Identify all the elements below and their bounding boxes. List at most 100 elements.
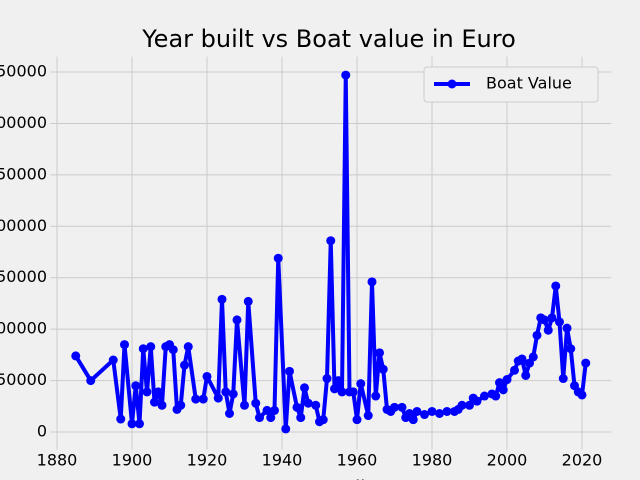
y-tick-label: 50000 — [0, 370, 47, 389]
x-axis-label: Year Built — [287, 477, 373, 480]
marker — [348, 387, 358, 397]
marker — [225, 409, 234, 419]
marker — [71, 351, 81, 361]
marker — [322, 374, 332, 384]
marker — [176, 400, 186, 410]
marker — [318, 415, 328, 425]
marker — [367, 277, 377, 287]
y-tick-label: 350000 — [0, 62, 47, 81]
marker — [457, 400, 467, 410]
marker — [251, 398, 261, 408]
marker — [540, 315, 549, 325]
x-tick-label: 1960 — [337, 451, 378, 470]
marker — [108, 355, 118, 365]
legend-box — [423, 66, 599, 103]
marker — [330, 384, 339, 394]
marker — [86, 376, 96, 386]
marker — [510, 365, 519, 375]
legend: Boat Value — [423, 66, 599, 103]
marker — [566, 344, 576, 354]
marker — [180, 360, 189, 370]
marker — [543, 325, 553, 335]
x-tick-label: 1980 — [412, 451, 453, 470]
marker — [408, 415, 418, 425]
marker — [183, 342, 193, 352]
marker — [375, 348, 384, 358]
marker — [213, 393, 223, 403]
marker — [378, 364, 388, 374]
marker — [198, 394, 208, 404]
marker — [135, 419, 144, 429]
marker — [491, 391, 501, 401]
marker — [131, 381, 141, 391]
x-tick-label: 2020 — [562, 451, 603, 470]
marker — [281, 424, 291, 434]
marker — [581, 358, 591, 368]
marker — [502, 375, 512, 385]
marker — [296, 413, 306, 423]
marker — [555, 317, 564, 327]
marker — [303, 398, 313, 408]
marker — [153, 387, 163, 397]
marker — [465, 400, 474, 410]
marker — [262, 405, 272, 415]
marker — [326, 236, 336, 246]
marker — [300, 383, 309, 393]
marker — [558, 374, 568, 384]
x-tick-label: 1880 — [37, 451, 78, 470]
marker — [435, 409, 444, 419]
marker — [255, 413, 264, 423]
marker — [273, 253, 283, 263]
x-tick-label: 1900 — [112, 451, 153, 470]
marker — [202, 371, 212, 381]
marker — [266, 413, 276, 423]
y-tick-label: 200000 — [0, 216, 47, 235]
y-tick-label: 100000 — [0, 319, 47, 338]
marker — [390, 402, 399, 412]
marker — [427, 406, 437, 416]
marker — [371, 391, 381, 401]
marker — [157, 400, 167, 410]
marker — [221, 387, 231, 397]
marker — [412, 406, 422, 416]
y-tick-label: 300000 — [0, 113, 47, 132]
marker — [138, 344, 148, 354]
marker — [285, 366, 294, 376]
marker — [142, 387, 152, 397]
marker — [341, 70, 351, 80]
marker — [498, 385, 508, 395]
marker — [397, 402, 407, 412]
x-tick-label: 1940 — [262, 451, 303, 470]
marker — [217, 294, 227, 304]
marker — [116, 414, 126, 424]
legend-marker — [447, 79, 457, 89]
x-tick-label: 2000 — [487, 451, 528, 470]
marker — [528, 352, 538, 362]
marker — [311, 400, 321, 410]
marker — [551, 281, 561, 291]
marker — [420, 410, 429, 420]
marker — [517, 354, 527, 364]
y-tick-label: 0 — [37, 422, 47, 441]
marker — [292, 402, 302, 412]
marker — [127, 419, 137, 429]
marker — [356, 379, 366, 389]
marker — [480, 391, 489, 401]
marker — [495, 378, 504, 388]
marker — [146, 342, 156, 352]
marker — [191, 394, 201, 404]
y-tick-label: 250000 — [0, 164, 47, 183]
marker — [337, 387, 347, 397]
marker — [472, 396, 482, 406]
marker — [228, 389, 238, 399]
marker — [232, 315, 242, 325]
marker — [240, 400, 249, 410]
marker — [442, 406, 452, 416]
marker — [532, 330, 542, 340]
legend-label: Boat Value — [486, 74, 572, 93]
marker — [270, 405, 279, 415]
marker — [577, 390, 587, 400]
marker — [547, 313, 557, 323]
marker — [333, 376, 343, 386]
